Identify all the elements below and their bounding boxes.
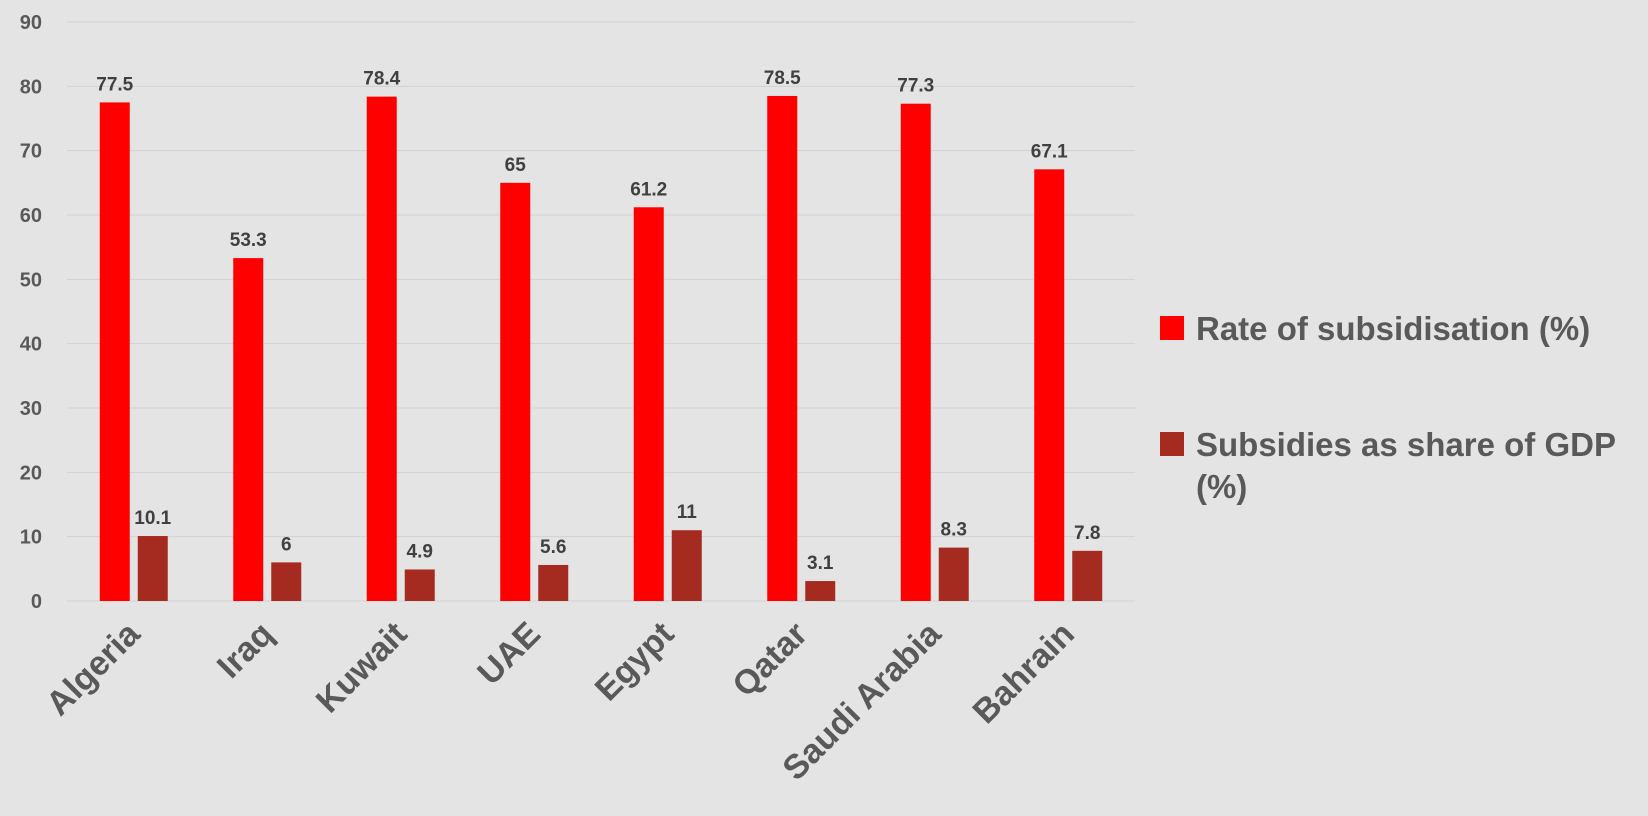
bar <box>99 102 130 602</box>
legend-label: Rate of subsidisation (%) <box>1196 310 1590 347</box>
category-label: Qatar <box>725 615 815 705</box>
data-label: 10.1 <box>134 508 171 529</box>
bar <box>366 96 397 602</box>
data-label: 78.5 <box>764 68 801 89</box>
data-label: 7.8 <box>1074 523 1100 544</box>
gridlines <box>67 21 1135 602</box>
data-label: 8.3 <box>941 520 967 541</box>
bar <box>767 95 798 601</box>
data-label: 6 <box>281 534 292 555</box>
category-label: Algeria <box>39 614 148 723</box>
data-label: 77.3 <box>897 76 934 97</box>
data-label: 67.1 <box>1031 141 1068 162</box>
bar <box>271 562 302 601</box>
category-label: Bahrain <box>966 615 1082 731</box>
data-label: 78.4 <box>363 69 400 90</box>
y-tick-label: 70 <box>20 141 42 163</box>
data-label: 61.2 <box>630 179 667 200</box>
bar <box>1072 550 1103 601</box>
y-tick-label: 90 <box>20 12 42 34</box>
bar <box>633 207 664 601</box>
bar <box>938 547 969 601</box>
y-tick-label: 40 <box>20 334 42 356</box>
bar <box>671 530 702 601</box>
legend-label: Subsidies as share of GDP <box>1196 426 1616 463</box>
data-label: 3.1 <box>807 553 834 574</box>
data-label: 53.3 <box>230 230 267 251</box>
bar <box>805 581 836 601</box>
category-label: Egypt <box>588 615 682 709</box>
legend-label: (%) <box>1196 468 1247 505</box>
bars <box>99 95 1103 602</box>
data-label: 11 <box>677 502 698 523</box>
y-axis-ticks: 0 10 20 30 40 50 60 70 80 90 <box>20 12 42 613</box>
bar <box>900 103 931 601</box>
y-tick-label: 80 <box>20 76 42 98</box>
category-label: Iraq <box>210 615 281 686</box>
legend-swatch <box>1160 432 1184 456</box>
legend: Rate of subsidisation (%) Subsidies as sh… <box>1160 310 1616 505</box>
bar <box>500 182 531 602</box>
y-tick-label: 30 <box>20 398 42 420</box>
bar <box>1034 169 1065 601</box>
y-tick-label: 60 <box>20 205 42 227</box>
category-label: UAE <box>470 615 548 693</box>
data-label: 5.6 <box>540 537 566 558</box>
bar <box>538 564 569 601</box>
y-tick-label: 20 <box>20 462 42 484</box>
bar <box>137 536 168 601</box>
bar <box>404 569 435 601</box>
data-label: 4.9 <box>407 541 433 562</box>
data-label: 77.5 <box>96 74 133 95</box>
data-labels: 77.5 10.1 53.3 6 78.4 4.9 65 5.6 61.2 11 78.5 3.1 77… <box>96 68 1100 574</box>
data-label: 65 <box>505 155 527 176</box>
legend-swatch <box>1160 316 1184 340</box>
y-tick-label: 0 <box>31 591 42 613</box>
bar <box>233 258 264 601</box>
y-tick-label: 50 <box>20 269 42 291</box>
category-label: Kuwait <box>309 615 415 721</box>
y-tick-label: 10 <box>20 527 42 549</box>
